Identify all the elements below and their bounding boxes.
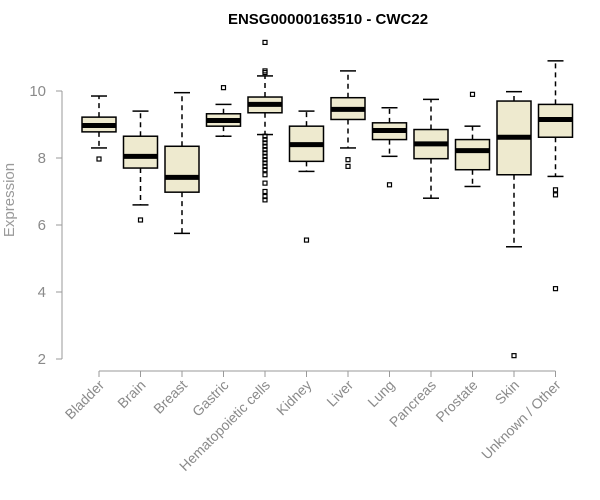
y-axis-label: Expression <box>1 163 18 237</box>
outlier-point <box>469 91 476 97</box>
outlier-point <box>262 167 268 173</box>
box-bladder <box>81 95 117 162</box>
box-kidney <box>288 110 325 243</box>
box-unknown-other <box>537 60 574 292</box>
outlier-point <box>262 69 268 76</box>
box-pancreas <box>413 98 449 199</box>
y-tick-label: 2 <box>38 351 46 368</box>
outlier-point <box>262 133 268 139</box>
outlier-point <box>303 237 310 243</box>
outlier-point <box>552 192 559 198</box>
box-gastric <box>205 85 242 137</box>
box-lung <box>371 107 408 188</box>
outlier-point <box>262 188 268 195</box>
y-tick-label: 4 <box>38 284 46 301</box>
box-brain <box>122 110 159 223</box>
box-iqr <box>164 145 200 193</box>
box-series <box>81 39 574 359</box>
outlier-point <box>262 150 268 156</box>
outlier-point <box>262 143 268 149</box>
outlier-point <box>262 197 268 203</box>
outlier-point <box>262 160 268 166</box>
y-tick-label: 10 <box>29 83 46 100</box>
x-tick-label: Liver <box>323 377 356 410</box>
x-tick-label: Breast <box>150 377 190 417</box>
outlier-point <box>262 136 268 143</box>
x-tick-label: Skin <box>492 377 523 408</box>
outlier-point <box>137 217 144 223</box>
outlier-point <box>96 156 102 162</box>
box-skin <box>496 90 532 359</box>
outlier-point <box>511 353 517 359</box>
box-prostate <box>454 91 491 188</box>
box-iqr <box>454 138 491 171</box>
outlier-point <box>262 157 268 163</box>
outlier-point <box>345 157 351 163</box>
y-tick-label: 8 <box>38 150 46 167</box>
outlier-point <box>552 286 559 292</box>
x-tick-label: Brain <box>114 377 148 411</box>
outlier-point <box>262 172 268 178</box>
box-iqr <box>122 135 159 169</box>
x-tick-label: Bladder <box>62 377 108 423</box>
outlier-point <box>345 163 351 169</box>
x-tick-label: Lung <box>364 377 397 410</box>
outlier-point <box>262 153 268 159</box>
y-axis: 2 4 6 8 10 <box>29 83 63 368</box>
x-tick-label: Kidney <box>273 377 315 419</box>
x-tick-label: Prostate <box>432 377 480 425</box>
outlier-point <box>262 163 268 169</box>
outlier-point <box>262 147 268 153</box>
box-liver <box>330 70 366 169</box>
outlier-point <box>262 140 268 146</box>
x-tick-label: Unknown / Other <box>478 377 564 463</box>
outlier-point <box>386 182 393 188</box>
outlier-point <box>262 39 268 46</box>
outlier-point <box>220 85 227 91</box>
box-breast <box>164 91 200 235</box>
outlier-point <box>262 180 268 186</box>
y-tick-label: 6 <box>38 217 46 234</box>
chart-title: ENSG00000163510 - CWC22 <box>228 11 428 28</box>
box-hematopoietic-cells <box>247 39 283 203</box>
outlier-point <box>552 187 559 193</box>
outlier-point <box>262 193 268 200</box>
